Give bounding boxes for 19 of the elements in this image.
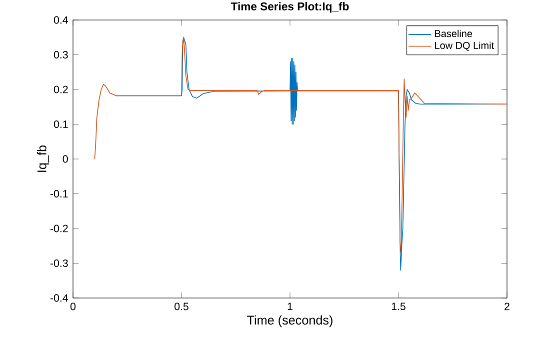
x-tick-label: 2 [504,302,510,310]
y-tick-label: 0.3 [54,50,68,59]
y-tick-label: -0.3 [50,259,68,268]
y-tick-label: 0.2 [54,86,68,94]
legend-label: Low DQ Limit [435,42,494,51]
y-tick-label: -0.2 [50,224,68,232]
chart-title: Time Series Plot:Iq_fb [230,2,349,13]
y-tick-label: -0.4 [50,294,68,302]
y-tick-label: 0 [62,155,68,163]
x-axis-title: Time (seconds) [247,315,332,328]
y-tick-label: 0.4 [54,16,68,24]
y-axis-title: Iq_fb [37,145,49,172]
x-tick-label: 0.5 [174,302,188,310]
x-tick-label: 1.5 [392,302,406,310]
x-tick-label: 1 [288,302,292,310]
y-tick-label: 0.1 [54,120,68,128]
y-tick-label: -0.1 [50,190,68,198]
x-tick-label: 0 [70,302,76,310]
legend-label: Baseline [435,30,472,38]
